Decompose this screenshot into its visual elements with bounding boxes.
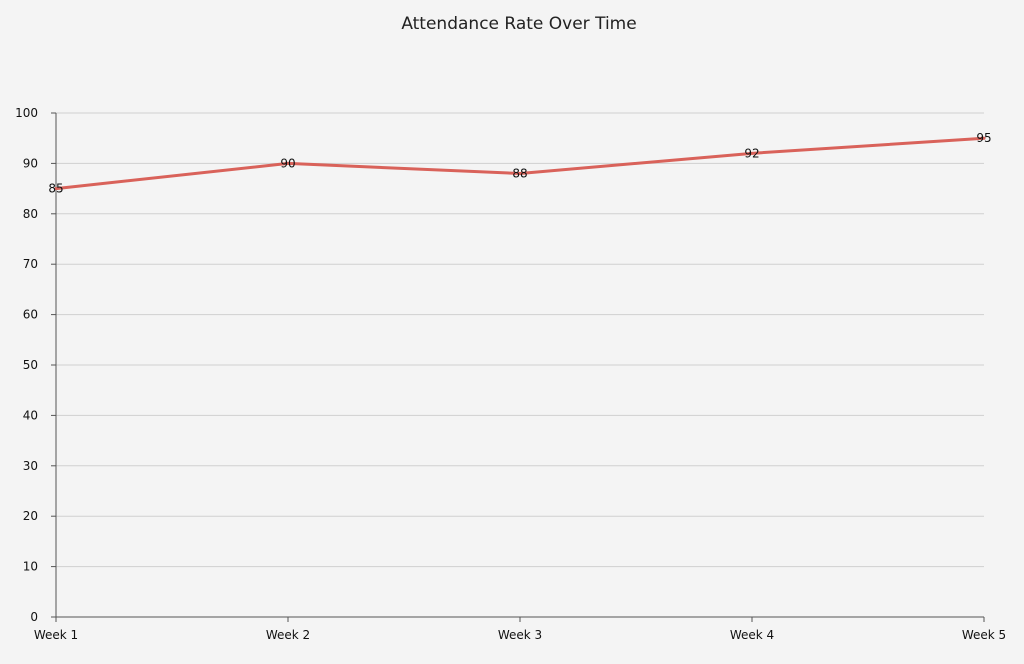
y-tick-label: 0: [30, 610, 38, 624]
y-tick-label: 20: [23, 509, 38, 523]
data-label: 92: [744, 146, 759, 160]
x-tick-label: Week 2: [266, 628, 310, 642]
tick-labels: 0 10 20 30 40 50 60 70 80 90 100 Week 1 Week 2 Week 3…: [15, 106, 1006, 642]
grid-lines: [56, 112, 984, 568]
chart-title: Attendance Rate Over Time: [401, 14, 636, 34]
data-point: [518, 171, 522, 175]
x-tick-label: Week 4: [730, 628, 774, 642]
y-tick-label: 10: [23, 560, 38, 574]
data-label: 85: [48, 182, 63, 196]
data-point: [982, 136, 986, 140]
data-label: 88: [512, 166, 527, 180]
x-tick-label: Week 1: [34, 628, 78, 642]
y-tick-label: 80: [23, 207, 38, 221]
x-tick-label: Week 5: [962, 628, 1006, 642]
data-point: [54, 187, 58, 191]
y-tick-label: 70: [23, 257, 38, 271]
data-label: 90: [280, 156, 295, 170]
y-tick-label: 50: [23, 358, 38, 372]
x-tick-label: Week 3: [498, 628, 542, 642]
data-point: [286, 161, 290, 165]
data-labels: 85 90 88 92 95: [48, 131, 991, 195]
data-label: 95: [976, 131, 991, 145]
series-lines: [54, 136, 986, 191]
data-point: [750, 151, 754, 155]
y-tick-label: 30: [23, 459, 38, 473]
y-tick-label: 90: [23, 156, 38, 170]
axes: [51, 112, 985, 622]
y-tick-label: 60: [23, 308, 38, 322]
y-tick-label: 40: [23, 408, 38, 422]
y-tick-label: 100: [15, 106, 38, 120]
